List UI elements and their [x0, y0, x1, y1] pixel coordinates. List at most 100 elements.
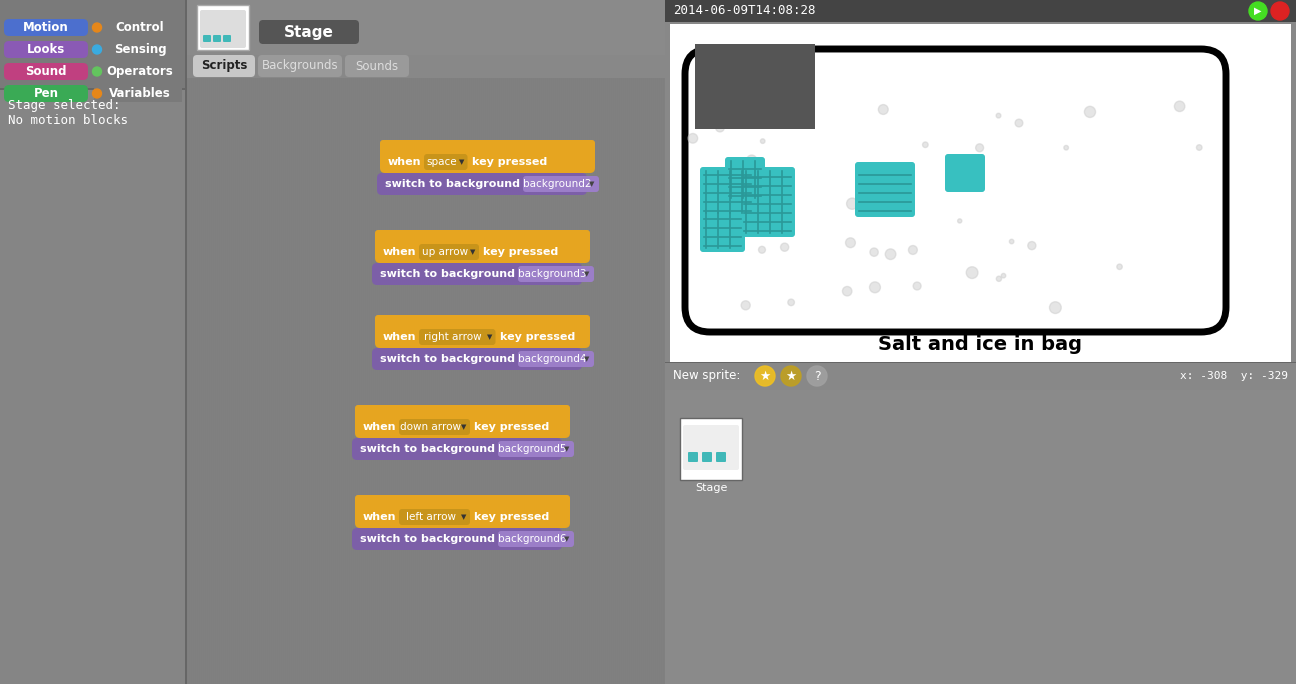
FancyBboxPatch shape: [686, 49, 1226, 332]
Text: Sensing: Sensing: [114, 43, 166, 56]
FancyBboxPatch shape: [377, 173, 587, 195]
Circle shape: [846, 198, 858, 209]
FancyBboxPatch shape: [4, 41, 88, 58]
FancyBboxPatch shape: [724, 157, 765, 202]
Text: Sounds: Sounds: [355, 60, 399, 73]
Text: background4: background4: [517, 354, 586, 364]
Circle shape: [958, 219, 962, 223]
Circle shape: [976, 144, 984, 152]
FancyBboxPatch shape: [355, 506, 570, 528]
Circle shape: [705, 116, 710, 121]
Text: Sound: Sound: [25, 65, 67, 78]
Circle shape: [953, 183, 958, 188]
FancyBboxPatch shape: [353, 438, 562, 460]
Circle shape: [923, 142, 928, 148]
Text: key pressed: key pressed: [472, 157, 547, 167]
Text: switch to background: switch to background: [380, 269, 515, 279]
Text: Stage: Stage: [284, 25, 334, 40]
Text: background2: background2: [522, 179, 591, 189]
FancyBboxPatch shape: [399, 509, 470, 525]
Text: ★: ★: [785, 369, 797, 382]
Circle shape: [1015, 119, 1023, 127]
FancyBboxPatch shape: [375, 315, 590, 337]
Bar: [695, 44, 815, 129]
Circle shape: [756, 366, 775, 386]
FancyBboxPatch shape: [4, 19, 88, 36]
Circle shape: [1117, 264, 1122, 269]
Text: Salt and ice in bag: Salt and ice in bag: [879, 334, 1082, 354]
Bar: [0, 0, 185, 684]
Text: ▼: ▼: [584, 356, 590, 362]
Text: when: when: [363, 422, 397, 432]
FancyBboxPatch shape: [683, 425, 739, 470]
Text: when: when: [363, 512, 397, 522]
FancyBboxPatch shape: [855, 162, 915, 217]
FancyBboxPatch shape: [424, 154, 468, 170]
Circle shape: [788, 299, 794, 306]
Circle shape: [92, 89, 101, 98]
Text: x: -308  y: -329: x: -308 y: -329: [1179, 371, 1288, 381]
FancyBboxPatch shape: [355, 495, 570, 517]
Text: ★: ★: [759, 369, 771, 382]
Bar: [95, 85, 181, 102]
FancyBboxPatch shape: [518, 266, 594, 282]
Circle shape: [870, 248, 879, 256]
FancyBboxPatch shape: [223, 35, 231, 42]
Circle shape: [741, 301, 750, 310]
Text: Variables: Variables: [109, 87, 171, 100]
Ellipse shape: [408, 407, 569, 425]
FancyBboxPatch shape: [4, 85, 88, 102]
Bar: [680, 418, 743, 480]
Circle shape: [967, 267, 978, 278]
Circle shape: [914, 282, 921, 290]
Circle shape: [1085, 106, 1095, 118]
Circle shape: [715, 123, 724, 132]
Text: ▼: ▼: [584, 271, 590, 277]
FancyBboxPatch shape: [259, 20, 359, 44]
Circle shape: [92, 45, 101, 54]
Circle shape: [870, 282, 880, 293]
Circle shape: [845, 238, 855, 248]
FancyBboxPatch shape: [380, 140, 595, 162]
Text: ▼: ▼: [459, 159, 464, 165]
Text: Control: Control: [115, 21, 165, 34]
FancyBboxPatch shape: [372, 263, 582, 285]
Circle shape: [1028, 241, 1036, 250]
Text: ▼: ▼: [470, 249, 476, 255]
Text: when: when: [384, 247, 416, 257]
FancyBboxPatch shape: [380, 151, 595, 173]
FancyBboxPatch shape: [419, 329, 495, 345]
Text: 2014-06-09T14:08:28: 2014-06-09T14:08:28: [673, 5, 815, 18]
Text: switch to background: switch to background: [360, 534, 495, 544]
FancyBboxPatch shape: [193, 55, 255, 77]
FancyBboxPatch shape: [372, 348, 582, 370]
FancyBboxPatch shape: [498, 531, 574, 547]
Text: switch to background: switch to background: [385, 179, 520, 189]
FancyBboxPatch shape: [740, 167, 794, 237]
FancyBboxPatch shape: [203, 35, 211, 42]
Text: Looks: Looks: [27, 43, 65, 56]
Text: switch to background: switch to background: [360, 444, 495, 454]
Circle shape: [1002, 274, 1006, 278]
FancyBboxPatch shape: [700, 167, 756, 217]
FancyBboxPatch shape: [258, 55, 342, 77]
FancyBboxPatch shape: [4, 63, 88, 80]
Text: Stage selected:: Stage selected:: [8, 98, 121, 111]
Text: ▼: ▼: [590, 181, 595, 187]
Text: No motion blocks: No motion blocks: [8, 114, 128, 127]
Text: New sprite:: New sprite:: [673, 369, 740, 382]
Circle shape: [842, 287, 851, 296]
FancyBboxPatch shape: [945, 154, 985, 192]
Text: when: when: [384, 332, 416, 342]
Ellipse shape: [433, 142, 594, 160]
Circle shape: [92, 67, 101, 76]
FancyBboxPatch shape: [213, 35, 222, 42]
Ellipse shape: [428, 232, 588, 250]
Circle shape: [879, 105, 888, 114]
Text: key pressed: key pressed: [474, 512, 550, 522]
Text: background6: background6: [498, 534, 566, 544]
FancyBboxPatch shape: [700, 207, 745, 252]
FancyBboxPatch shape: [688, 452, 699, 462]
Circle shape: [781, 366, 801, 386]
FancyBboxPatch shape: [498, 441, 574, 457]
